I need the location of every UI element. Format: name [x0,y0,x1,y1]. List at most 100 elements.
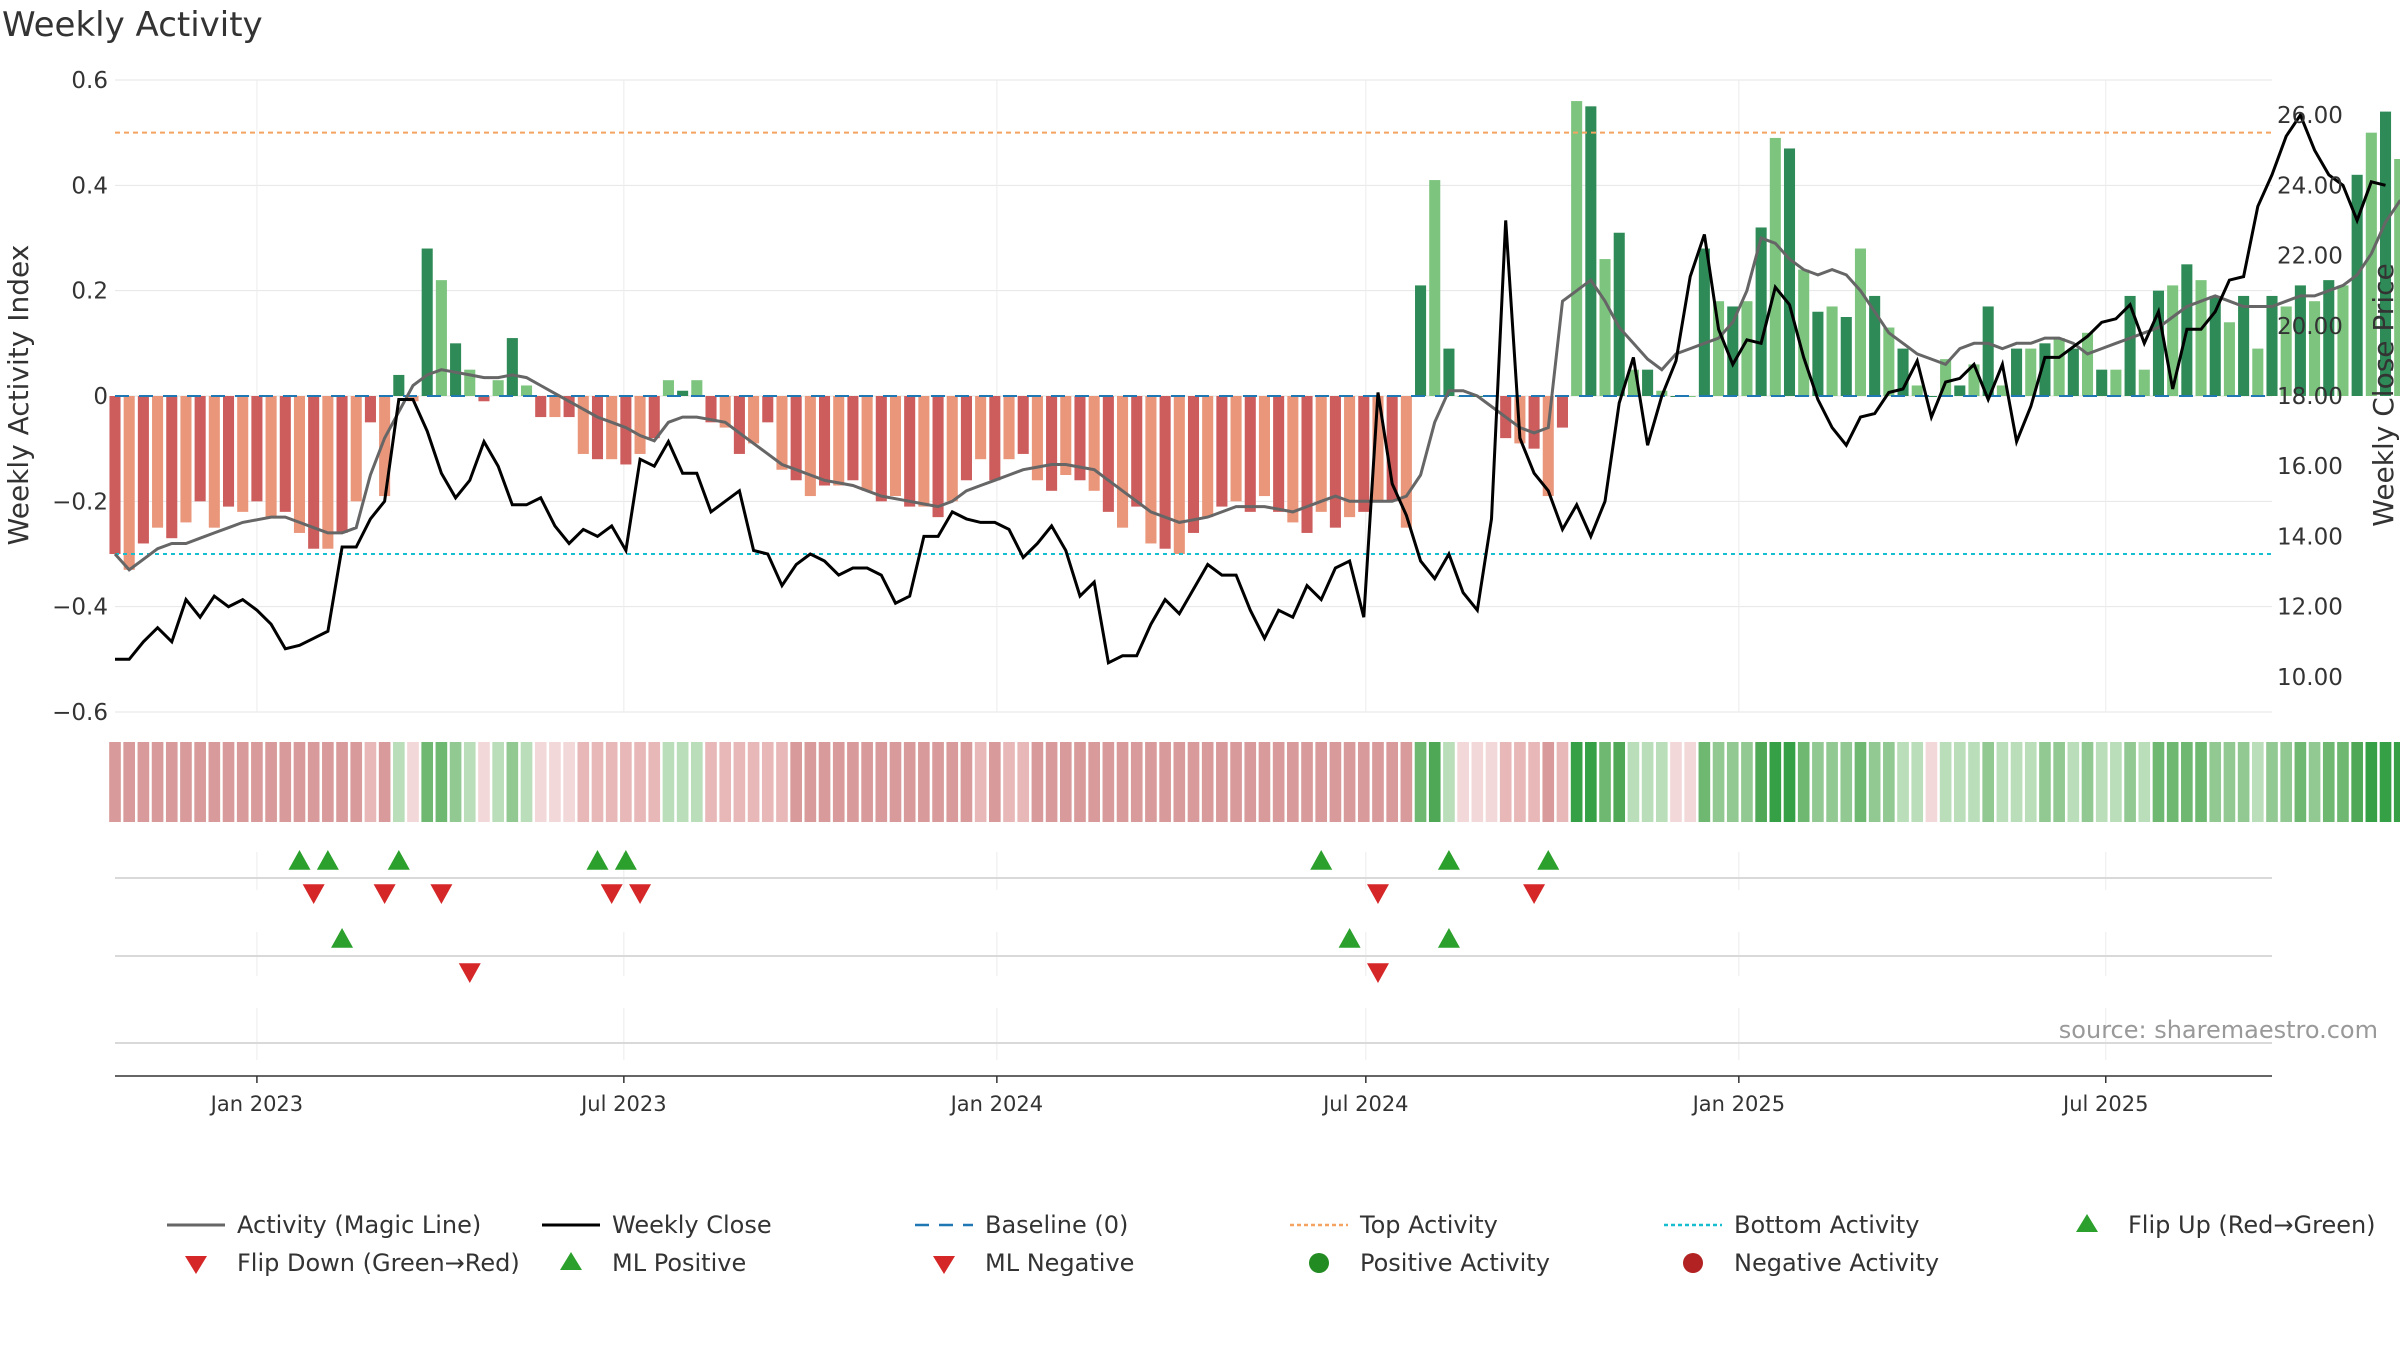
activity-bar [123,396,135,570]
heat-cell [1840,742,1853,822]
activity-bar [1854,248,1867,396]
heat-cell [875,742,888,822]
heat-cell [1329,742,1342,822]
activity-bar [776,396,788,470]
x-tick-label: Jan 2025 [1691,1092,1786,1116]
heat-cell [1797,742,1810,822]
heat-cell [1173,742,1186,822]
heat-cell [1372,742,1384,822]
y-tick-label-right: 16.00 [2277,454,2343,480]
legend-label: ML Negative [985,1249,1134,1277]
activity-bar [478,396,490,402]
heat-cell [591,742,604,822]
activity-bar [1202,396,1214,518]
heat-cell [1542,742,1555,822]
heat-cell [1684,742,1696,822]
activity-bar [322,396,334,549]
heat-cell [492,742,504,822]
activity-bar [1258,396,1270,497]
heat-cell [2251,742,2264,822]
legend-item: Negative Activity [1683,1249,1939,1277]
heat-cell [2095,742,2108,822]
activity-bar [208,396,220,528]
activity-bar [1826,306,1838,396]
heat-cell [1145,742,1157,822]
activity-bar [2110,369,2122,396]
heat-cell [1414,742,1427,822]
magic-line-series [113,199,2400,572]
heat-cell [2351,742,2363,822]
activity-bar [2195,280,2207,396]
activity-bar [1840,317,1852,396]
heat-cell [1982,742,1995,822]
flip-markers [115,850,2272,1044]
activity-bar [194,396,206,502]
activity-bar [577,396,589,454]
activity-bar [2124,295,2136,396]
axes: 0.6 0.4 0.2 0 −0.2 −0.4 −0.6 26.00 24.00 22.00 20.… [52,68,2343,1116]
activity-bar [2365,132,2377,396]
heat-cell [1116,742,1129,822]
heat-cell [918,742,930,822]
y-tick-label-right: 22.00 [2277,244,2343,270]
heat-cell [1741,742,1753,822]
y-tick-label-left: 0.2 [71,279,108,305]
activity-bar [1940,359,1952,396]
activity-bar [2394,159,2400,396]
heat-cell [2081,742,2094,822]
activity-bar [435,280,447,396]
activity-bar [2252,348,2264,396]
heat-cell [407,742,419,822]
activity-bar [1542,396,1554,497]
activity-bar [293,396,306,533]
heat-cell [2053,742,2065,822]
heat-cell [2294,742,2307,822]
heat-cell [463,742,476,822]
activity-bar [833,396,845,486]
heat-cell [1003,742,1015,822]
heat-cell [2195,742,2207,822]
flip-up-marker [586,850,609,870]
activity-bar [152,396,164,528]
activity-bar [1599,259,1611,396]
heat-cell [634,742,646,822]
heat-cell [719,742,732,822]
activity-bar [620,396,632,465]
activity-bar [790,396,802,481]
activity-bar [1372,396,1384,502]
heat-cell [1925,742,1938,822]
heat-cell [676,742,689,822]
flip-down-marker [1366,884,1389,904]
legend-item: Weekly Close [542,1211,772,1239]
activity-bar [166,396,178,539]
heat-cell [889,742,902,822]
heat-cell [2181,742,2193,822]
heat-cell [1755,742,1767,822]
heat-cell [662,742,675,822]
heat-cell [761,742,774,822]
activity-bar [364,396,376,423]
heat-cell [1499,742,1512,822]
heat-cell [1953,742,1966,822]
heat-cell [1514,742,1526,822]
activity-bar [1173,396,1185,554]
heat-cell [2308,742,2321,822]
heat-cell [2393,742,2400,822]
heat-cell [1883,742,1895,822]
flip-down-marker [1523,884,1546,904]
legend-label: Positive Activity [1360,1249,1550,1277]
activity-bar [1088,396,1100,491]
heat-cell [705,742,717,822]
activity-bar [1145,396,1157,544]
activity-bar [180,396,192,523]
heat-cell [691,742,703,822]
heat-cell [1826,742,1838,822]
activity-bar [1443,348,1455,396]
y-tick-label-left: 0.4 [71,173,108,199]
heat-cell [364,742,377,822]
activity-bar [421,248,433,396]
legend-label: Weekly Close [612,1211,772,1239]
legend-item: Top Activity [1290,1211,1498,1239]
activity-bar [1925,396,1937,397]
heat-cell [2138,742,2151,822]
